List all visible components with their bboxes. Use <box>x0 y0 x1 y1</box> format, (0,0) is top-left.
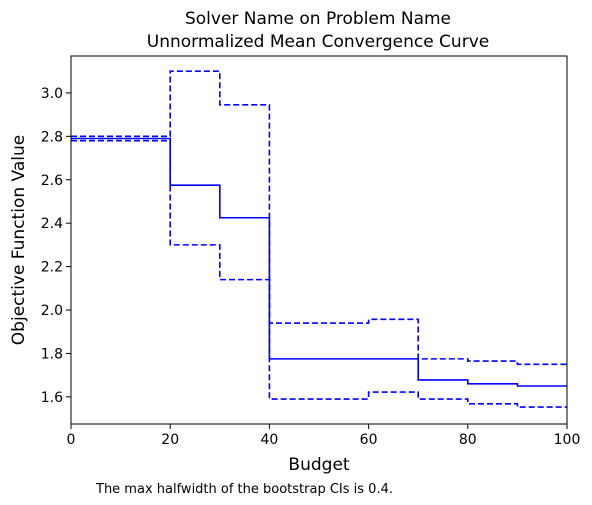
x-axis: 0 20 40 60 80 100 <box>67 424 581 448</box>
chart-title-line-1: Solver Name on Problem Name <box>185 9 451 29</box>
y-tick-label: 2.8 <box>41 129 63 145</box>
x-tick-label: 60 <box>360 432 378 448</box>
x-tick-label: 80 <box>459 432 477 448</box>
y-tick-label: 2.6 <box>41 173 63 189</box>
ci-upper-curve <box>71 70 567 366</box>
y-tick-label: 2.0 <box>41 303 63 319</box>
y-axis-label: Objective Function Value <box>9 135 29 345</box>
x-tick-label: 40 <box>260 432 278 448</box>
x-axis-label: Budget <box>288 455 349 475</box>
plot-frame <box>70 55 568 425</box>
chart-title-line-2: Unnormalized Mean Convergence Curve <box>147 32 489 52</box>
y-tick-label: 2.4 <box>41 216 63 232</box>
mean-curve <box>71 137 567 387</box>
y-axis: 1.6 1.8 2.0 2.2 2.4 2.6 2.8 3.0 <box>41 86 71 406</box>
y-tick-label: 3.0 <box>41 86 63 102</box>
x-tick-label: 100 <box>554 432 581 448</box>
y-tick-label: 1.8 <box>41 346 63 362</box>
ci-lower-curve <box>71 139 567 408</box>
series-layer <box>71 70 567 408</box>
footnote: The max halfwidth of the bootstrap CIs i… <box>95 482 393 497</box>
y-tick-label: 2.2 <box>41 260 63 276</box>
y-tick-label: 1.6 <box>41 390 63 406</box>
x-tick-label: 0 <box>67 432 76 448</box>
x-tick-label: 20 <box>161 432 179 448</box>
